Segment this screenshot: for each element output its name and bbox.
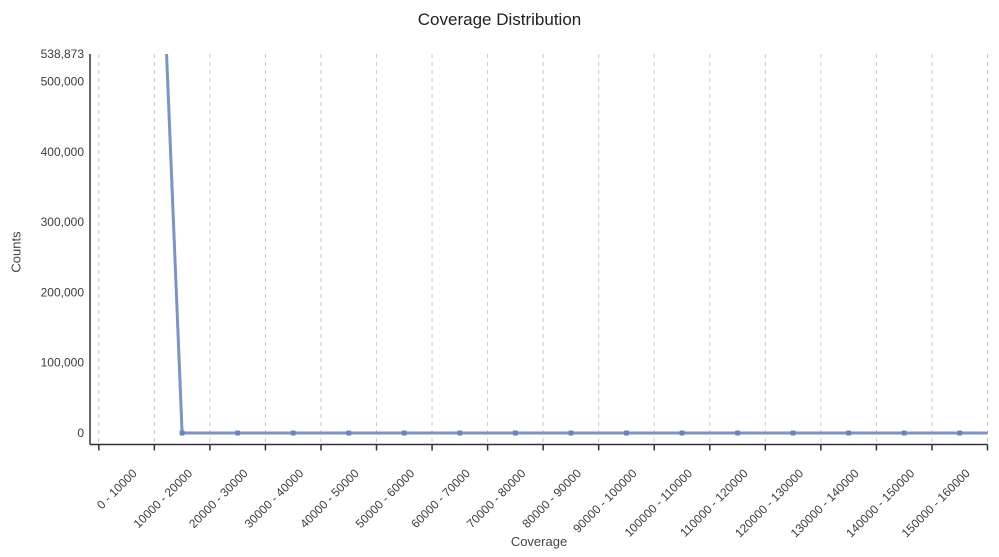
data-point-marker[interactable] bbox=[790, 430, 796, 436]
data-point-marker[interactable] bbox=[290, 430, 296, 436]
y-tick-label: 538,873 bbox=[41, 47, 85, 61]
data-point-marker[interactable] bbox=[957, 430, 963, 436]
y-tick-label: 300,000 bbox=[41, 215, 85, 229]
data-point-marker[interactable] bbox=[179, 430, 185, 436]
series-line bbox=[165, 53, 988, 435]
y-tick-label: 200,000 bbox=[41, 285, 85, 299]
data-point-marker[interactable] bbox=[512, 430, 518, 436]
data-point-marker[interactable] bbox=[401, 430, 407, 436]
data-point-marker[interactable] bbox=[846, 430, 852, 436]
y-tick-label: 500,000 bbox=[41, 75, 85, 89]
data-point-marker[interactable] bbox=[901, 430, 907, 436]
data-point-marker[interactable] bbox=[623, 430, 629, 436]
data-point-marker[interactable] bbox=[679, 430, 685, 436]
data-point-marker[interactable] bbox=[235, 430, 241, 436]
data-point-marker[interactable] bbox=[457, 430, 463, 436]
x-axis-title: Coverage bbox=[510, 534, 568, 549]
y-tick-label: 400,000 bbox=[41, 145, 85, 159]
data-point-marker[interactable] bbox=[735, 430, 741, 436]
chart-title: Coverage Distribution bbox=[417, 10, 582, 29]
x-tick-label: 0 - 10000 bbox=[94, 466, 140, 512]
data-point-marker[interactable] bbox=[568, 430, 574, 436]
y-tick-label: 100,000 bbox=[41, 356, 85, 370]
y-tick-label: 0 bbox=[77, 426, 84, 440]
data-point-marker[interactable] bbox=[346, 430, 352, 436]
